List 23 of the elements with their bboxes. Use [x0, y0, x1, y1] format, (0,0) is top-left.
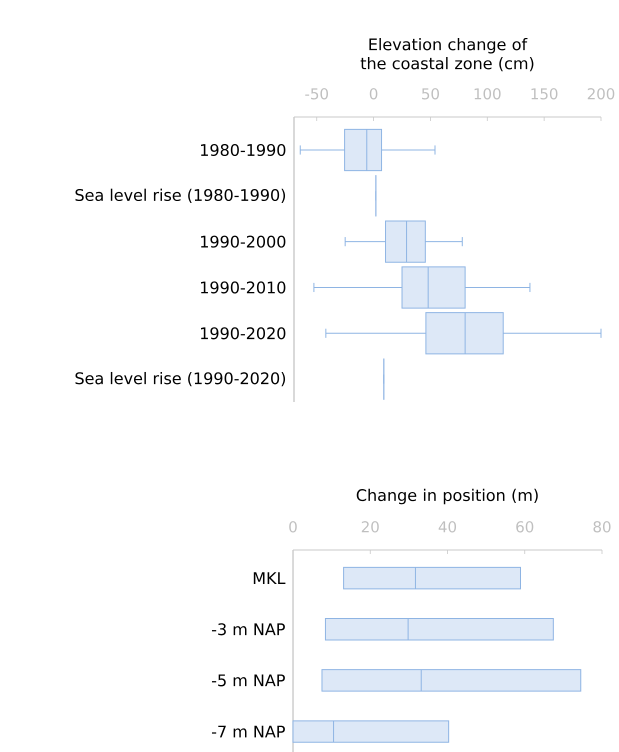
x-tick-label: 0 [289, 521, 297, 532]
x-tick-label: -50 [305, 88, 328, 100]
x-axis-title: Elevation change of the coastal zone (cm) [360, 38, 534, 72]
y-tick-label: 1990-2010 [201, 281, 286, 294]
x-tick-label: 80 [593, 521, 611, 532]
x-tick-label: 100 [474, 88, 501, 100]
y-tick-label: 1990-2000 [201, 236, 286, 248]
y-tick-label: 1980-1990 [201, 144, 286, 156]
x-tick-label: 60 [516, 521, 534, 532]
x-tick-label: 200 [588, 88, 614, 100]
y-tick-label: -7 m NAP [212, 726, 285, 738]
x-axis-title: Change in position (m) [356, 488, 538, 504]
y-tick-label: -5 m NAP [212, 674, 285, 686]
x-tick-label: 50 [422, 88, 439, 100]
x-tick-label: 40 [438, 521, 456, 532]
y-tick-label: -3 m NAP [212, 623, 285, 636]
y-tick-label: Sea level rise (1980-1990) [76, 188, 286, 203]
x-tick-label: 150 [531, 88, 558, 100]
x-tick-label: 0 [370, 88, 378, 100]
y-tick-label: 1990-2020 [201, 327, 286, 340]
y-tick-label: Sea level rise (1990-2020) [76, 372, 286, 386]
y-tick-label: MKL [254, 572, 286, 584]
x-tick-label: 20 [362, 521, 379, 532]
